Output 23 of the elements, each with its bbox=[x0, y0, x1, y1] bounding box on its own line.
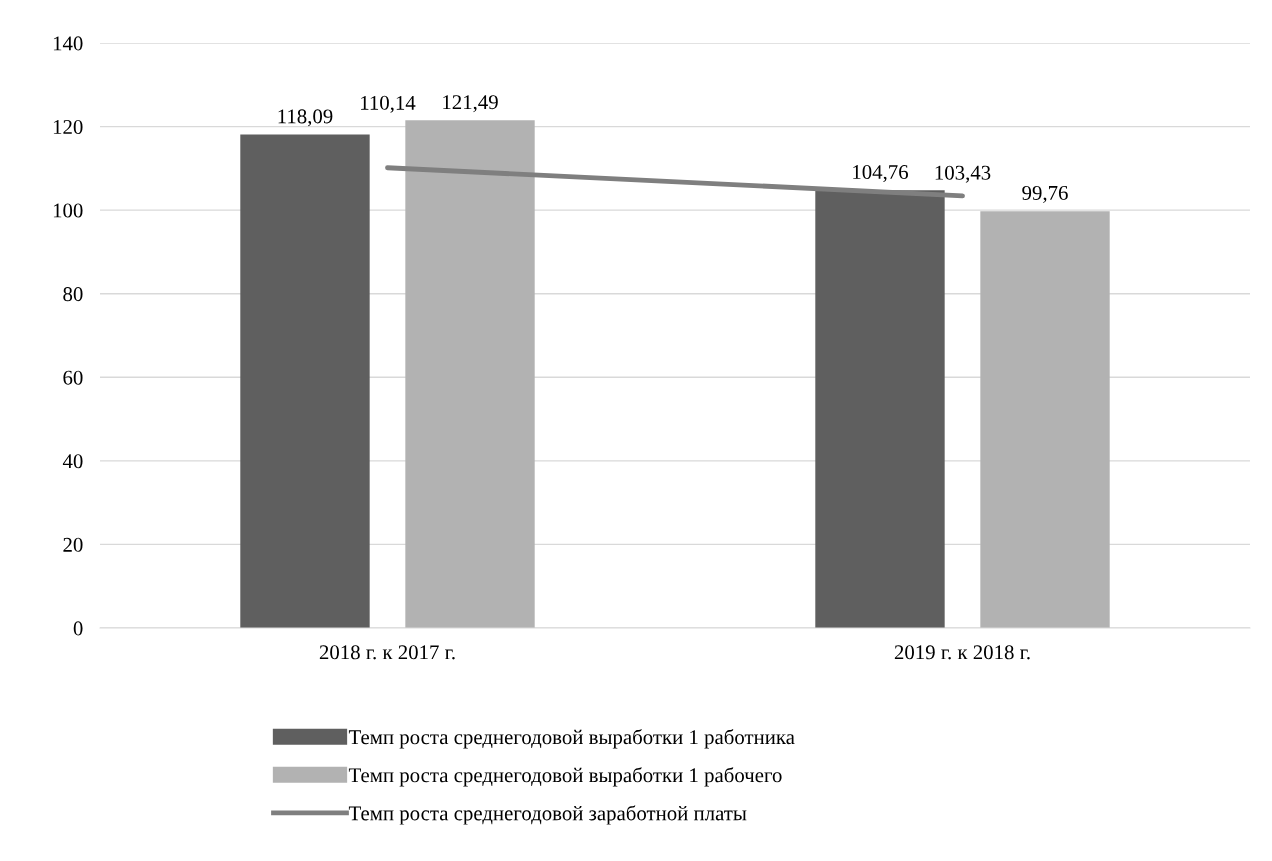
bar bbox=[405, 120, 535, 628]
y-tick-label: 0 bbox=[73, 621, 83, 636]
legend-label: Темп роста среднегодовой выработки 1 рабочего bbox=[348, 767, 782, 787]
y-tick-label: 20 bbox=[63, 537, 83, 552]
legend-label: Темп роста среднегодовой заработной платы bbox=[348, 805, 747, 825]
data-label: 121,49 bbox=[443, 95, 498, 113]
y-tick-label: 120 bbox=[53, 119, 83, 134]
data-label: 104,76 bbox=[853, 165, 909, 183]
y-tick-label: 80 bbox=[63, 287, 83, 302]
data-label: 118,09 bbox=[278, 109, 333, 127]
legend-label: Темп роста среднегодовой выработки 1 работника bbox=[348, 729, 795, 749]
bar bbox=[240, 134, 370, 628]
y-tick-label: 100 bbox=[53, 203, 83, 218]
x-tick-label: 2018 г. к 2017 г. bbox=[319, 645, 455, 660]
bar bbox=[815, 190, 945, 628]
x-tick-label: 2019 г. к 2018 г. bbox=[894, 645, 1030, 660]
y-tick-label: 60 bbox=[63, 370, 83, 385]
bar bbox=[980, 211, 1110, 628]
data-label: 103,43 bbox=[935, 165, 991, 183]
data-label: 110,14 bbox=[361, 95, 416, 113]
data-label: 99,76 bbox=[1022, 185, 1068, 203]
y-tick-label: 40 bbox=[62, 454, 83, 469]
y-tick-label: 140 bbox=[53, 36, 83, 51]
